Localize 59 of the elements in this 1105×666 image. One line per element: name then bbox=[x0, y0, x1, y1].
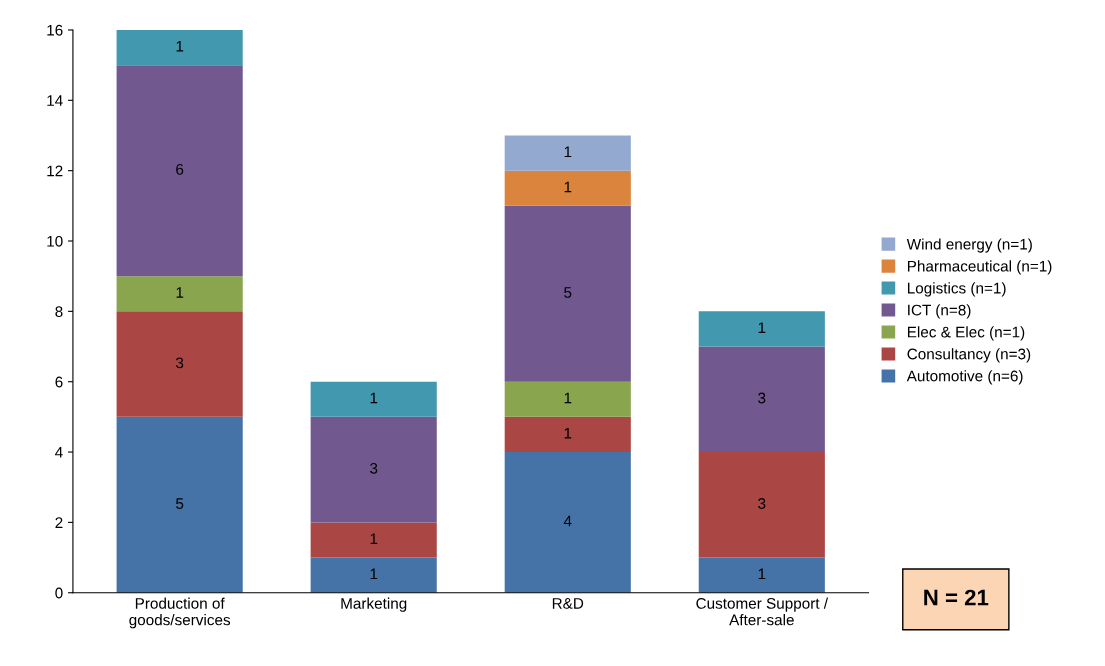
legend-label: Logistics (n=1) bbox=[907, 282, 1006, 297]
bar bbox=[698, 557, 825, 593]
y-tick-label: 12 bbox=[47, 165, 63, 177]
legend-label: ICT (n=8) bbox=[908, 304, 971, 319]
bar bbox=[310, 416, 437, 523]
bar bbox=[116, 276, 243, 312]
bar bbox=[310, 522, 437, 558]
data-label: 1 bbox=[758, 568, 766, 580]
legend-label: Elec & Elec (n=1) bbox=[907, 326, 1025, 341]
bar bbox=[116, 65, 243, 277]
data-label: 1 bbox=[176, 287, 184, 298]
data-label: 1 bbox=[564, 392, 572, 404]
bar bbox=[310, 557, 437, 593]
bar bbox=[116, 311, 243, 417]
data-label: 3 bbox=[370, 462, 378, 474]
y-tick-label: 16 bbox=[47, 24, 63, 36]
y-tick-label: 0 bbox=[55, 587, 63, 599]
x-tick-label: Marketing bbox=[341, 597, 407, 612]
data-label: 1 bbox=[370, 392, 378, 404]
y-tick-label: 10 bbox=[47, 235, 63, 247]
y-tick-label: 6 bbox=[55, 376, 63, 388]
y-tick-label: 2 bbox=[55, 517, 63, 528]
text: N = 21 bbox=[924, 589, 989, 606]
data-label: 6 bbox=[176, 163, 184, 175]
x-tick-label: R&D bbox=[552, 598, 584, 609]
bar bbox=[504, 452, 631, 593]
y-tick-label: 4 bbox=[55, 447, 63, 458]
bar bbox=[310, 381, 437, 417]
data-label: 1 bbox=[370, 533, 378, 544]
legend-label: Pharmaceutical (n=1) bbox=[907, 260, 1052, 275]
data-label: 1 bbox=[564, 181, 572, 193]
y-tick-label: 14 bbox=[47, 95, 63, 106]
y-tick-label: 8 bbox=[55, 306, 63, 318]
data-label: 3 bbox=[758, 498, 766, 509]
bar bbox=[504, 205, 631, 382]
bar bbox=[698, 452, 825, 558]
x-tick-label: Production of goods/services bbox=[129, 597, 231, 629]
legend-label: Consultancy (n=3) bbox=[907, 348, 1031, 363]
data-label: 1 bbox=[564, 427, 572, 439]
bar bbox=[504, 381, 631, 417]
data-label: 5 bbox=[176, 498, 184, 509]
data-label: 1 bbox=[370, 568, 378, 580]
bar bbox=[504, 170, 631, 206]
legend-label: Automotive (n=6) bbox=[906, 370, 1023, 385]
bar bbox=[116, 29, 243, 66]
data-label: 5 bbox=[564, 287, 572, 298]
bar bbox=[698, 311, 825, 347]
data-label: 4 bbox=[563, 515, 572, 527]
data-label: 3 bbox=[175, 357, 184, 369]
data-label: 1 bbox=[564, 146, 572, 158]
legend-label: Wind energy (n=1) bbox=[906, 238, 1032, 253]
data-label: 1 bbox=[758, 322, 766, 333]
data-label: 3 bbox=[758, 392, 766, 404]
x-tick-label: Customer Support / After-sale bbox=[696, 597, 829, 626]
bar bbox=[504, 135, 631, 171]
bar bbox=[116, 416, 243, 593]
bar bbox=[504, 416, 631, 453]
data-label: 1 bbox=[176, 41, 184, 52]
bar bbox=[698, 346, 825, 453]
